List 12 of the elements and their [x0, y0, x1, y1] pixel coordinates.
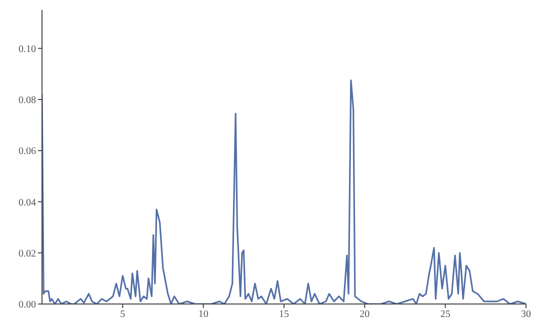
x-tick-label: 15 — [279, 309, 289, 320]
y-tick-label: 0.02 — [18, 248, 36, 260]
y-tick-label: 0.06 — [18, 146, 36, 158]
y-tick-label: 0.04 — [18, 197, 36, 208]
x-tick-label: 5 — [120, 309, 126, 320]
x-tick-label: 10 — [198, 309, 208, 320]
x-tick-label: 20 — [360, 309, 370, 320]
y-tick-label: 0.10 — [18, 44, 36, 55]
y-tick-label: 0.00 — [18, 300, 36, 311]
x-tick-label: 30 — [521, 309, 531, 320]
x-tick-label: 25 — [440, 309, 450, 320]
y-tick-label: 0.08 — [18, 95, 36, 106]
